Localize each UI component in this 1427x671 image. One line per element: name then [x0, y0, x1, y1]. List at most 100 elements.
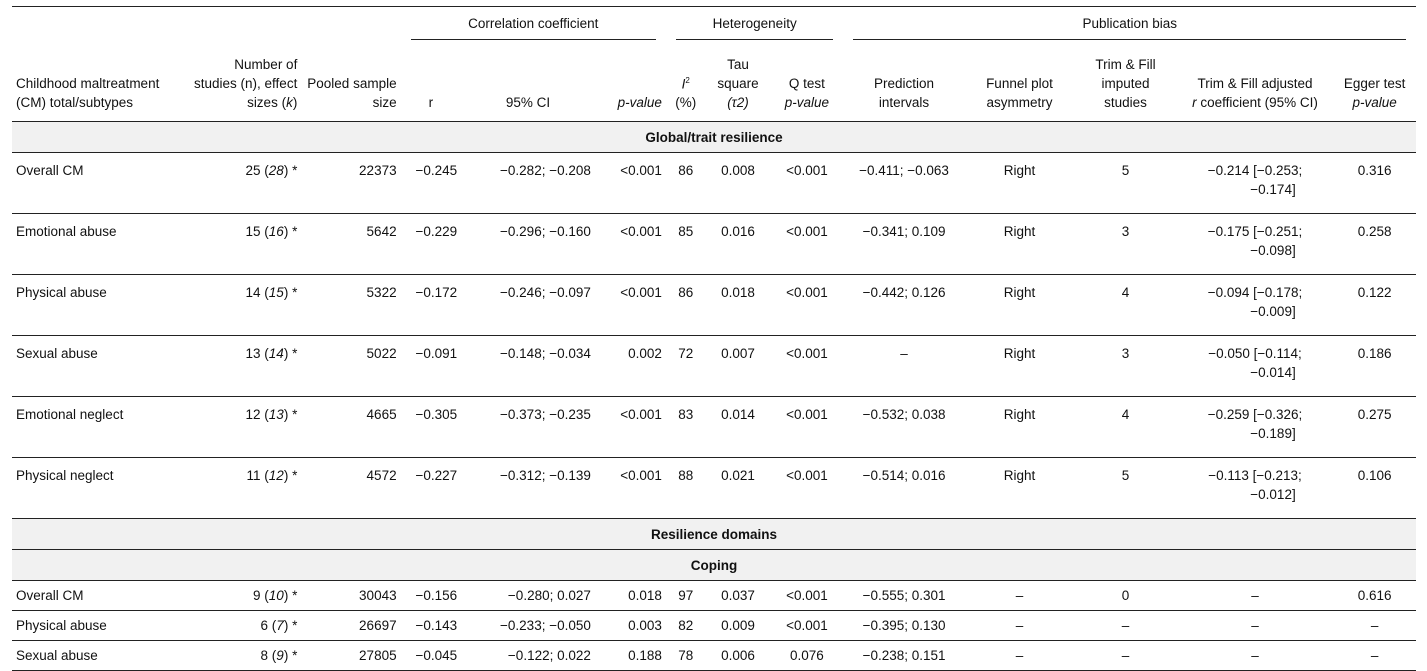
- cell-q-test: <0.001: [770, 152, 844, 214]
- cell-studies: 13 (14) *: [184, 335, 302, 397]
- cell-tau: 0.021: [705, 457, 771, 519]
- section-coping: Coping: [12, 549, 1416, 581]
- col-pooled: Pooled sample size: [307, 76, 397, 110]
- col-studies: Number of studies (n), effect sizes (k): [194, 57, 298, 110]
- cell-trim-imputed: –: [1074, 610, 1177, 641]
- cell-prediction: −0.555; 0.301: [843, 580, 965, 611]
- cell-funnel: Right: [964, 457, 1075, 519]
- cell-egger: 0.122: [1333, 274, 1416, 336]
- cell-pooled: 5642: [301, 213, 401, 275]
- table-row: Physical abuse 14 (15) * 5322 −0.172 −0.246;…: [12, 274, 1416, 336]
- cell-trim-imputed: 5: [1074, 457, 1177, 519]
- cell-pooled: 4665: [301, 396, 401, 458]
- table-header: Correlation coefficient Heterogeneity Pu…: [12, 6, 1416, 122]
- cell-trim-imputed: 4: [1074, 274, 1177, 336]
- cell-q-test: <0.001: [770, 213, 844, 275]
- cell-i2: 72: [665, 335, 706, 397]
- cell-studies: 6 (7) *: [184, 610, 302, 641]
- meta-analysis-table: Correlation coefficient Heterogeneity Pu…: [12, 6, 1416, 671]
- cell-pooled: 27805: [301, 640, 401, 671]
- cell-q-test: 0.076: [770, 640, 844, 671]
- col-ci: 95% CI: [505, 95, 551, 110]
- cell-q-test: <0.001: [770, 610, 844, 641]
- cell-ci: −0.233; −0.050: [461, 610, 595, 641]
- table-row: Sexual abuse 8 (9) * 27805 −0.045 −0.122; 0.…: [12, 640, 1416, 671]
- cell-prediction: −0.238; 0.151: [843, 640, 965, 671]
- cell-tau: 0.018: [705, 274, 771, 336]
- cell-p-value: 0.188: [594, 640, 666, 671]
- col-trim-imputed: Trim & Fill imputed studies: [1095, 57, 1156, 110]
- cell-pooled: 22373: [301, 152, 401, 214]
- cell-cm: Emotional neglect: [12, 396, 185, 458]
- cell-r: −0.172: [400, 274, 462, 336]
- cell-cm: Sexual abuse: [12, 335, 185, 397]
- col-funnel: Funnel plot asymmetry: [986, 76, 1053, 110]
- cell-pooled: 30043: [301, 580, 401, 611]
- cell-p-value: 0.003: [594, 610, 666, 641]
- cell-p-value: <0.001: [594, 213, 666, 275]
- table-row: Emotional abuse 15 (16) * 5642 −0.229 −0.296…: [12, 213, 1416, 275]
- cell-r: −0.245: [400, 152, 462, 214]
- cell-p-value: <0.001: [594, 457, 666, 519]
- group-publication-bias: Publication bias: [843, 7, 1416, 47]
- cell-i2: 85: [665, 213, 706, 275]
- section-domains: Resilience domains: [12, 518, 1416, 550]
- col-egger: Egger test p-value: [1343, 76, 1406, 110]
- cell-trim-imputed: –: [1074, 640, 1177, 671]
- cell-i2: 86: [665, 152, 706, 214]
- table-row: Physical neglect 11 (12) * 4572 −0.227 −0.31…: [12, 457, 1416, 519]
- cell-p-value: 0.018: [594, 580, 666, 611]
- cell-p-value: <0.001: [594, 274, 666, 336]
- cell-cm: Emotional abuse: [12, 213, 185, 275]
- cell-pooled: 26697: [301, 610, 401, 641]
- cell-tau: 0.006: [705, 640, 771, 671]
- table-row: Emotional neglect 12 (13) * 4665 −0.305 −0.3…: [12, 396, 1416, 458]
- cell-r: −0.143: [400, 610, 462, 641]
- cell-ci: −0.246; −0.097: [461, 274, 595, 336]
- cell-studies: 9 (10) *: [184, 580, 302, 611]
- cell-pooled: 5322: [301, 274, 401, 336]
- cell-r: −0.227: [400, 457, 462, 519]
- cell-q-test: <0.001: [770, 396, 844, 458]
- cell-pooled: 4572: [301, 457, 401, 519]
- cell-prediction: −0.395; 0.130: [843, 610, 965, 641]
- cell-ci: −0.280; 0.027: [461, 580, 595, 611]
- col-prediction: Prediction intervals: [874, 76, 935, 110]
- cell-r: −0.091: [400, 335, 462, 397]
- cell-egger: –: [1333, 610, 1416, 641]
- cell-trim-adjusted: –: [1176, 610, 1334, 641]
- cell-egger: –: [1333, 640, 1416, 671]
- col-trim-adjusted: Trim & Fill adjusted r coefficient (95% C…: [1192, 76, 1318, 110]
- cell-p-value: <0.001: [594, 396, 666, 458]
- cell-ci: −0.282; −0.208: [461, 152, 595, 214]
- cell-prediction: −0.442; 0.126: [843, 274, 965, 336]
- cell-cm: Physical neglect: [12, 457, 185, 519]
- cell-pooled: 5022: [301, 335, 401, 397]
- cell-prediction: −0.341; 0.109: [843, 213, 965, 275]
- cell-studies: 11 (12) *: [184, 457, 302, 519]
- cell-egger: 0.316: [1333, 152, 1416, 214]
- cell-egger: 0.616: [1333, 580, 1416, 611]
- cell-tau: 0.037: [705, 580, 771, 611]
- cell-egger: 0.275: [1333, 396, 1416, 458]
- cell-cm: Sexual abuse: [12, 640, 185, 671]
- col-tau: Tau square (τ2): [717, 57, 759, 110]
- col-cm: Childhood maltreatment (CM) total/subtyp…: [16, 76, 160, 110]
- cell-tau: 0.009: [705, 610, 771, 641]
- cell-q-test: <0.001: [770, 274, 844, 336]
- cell-prediction: −0.514; 0.016: [843, 457, 965, 519]
- cell-tau: 0.008: [705, 152, 771, 214]
- col-p-value: p-value: [617, 95, 662, 110]
- cell-q-test: <0.001: [770, 335, 844, 397]
- table-body: Global/trait resilience Overall CM 25 (28…: [12, 121, 1416, 671]
- cell-cm: Physical abuse: [12, 274, 185, 336]
- col-i2: I2 (%): [675, 75, 697, 111]
- cell-q-test: <0.001: [770, 580, 844, 611]
- cell-trim-imputed: 3: [1074, 213, 1177, 275]
- cell-studies: 8 (9) *: [184, 640, 302, 671]
- table-row: Sexual abuse 13 (14) * 5022 −0.091 −0.148; −…: [12, 335, 1416, 397]
- cell-cm: Overall CM: [12, 152, 185, 214]
- cell-funnel: Right: [964, 213, 1075, 275]
- cell-egger: 0.106: [1333, 457, 1416, 519]
- cell-ci: −0.148; −0.034: [461, 335, 595, 397]
